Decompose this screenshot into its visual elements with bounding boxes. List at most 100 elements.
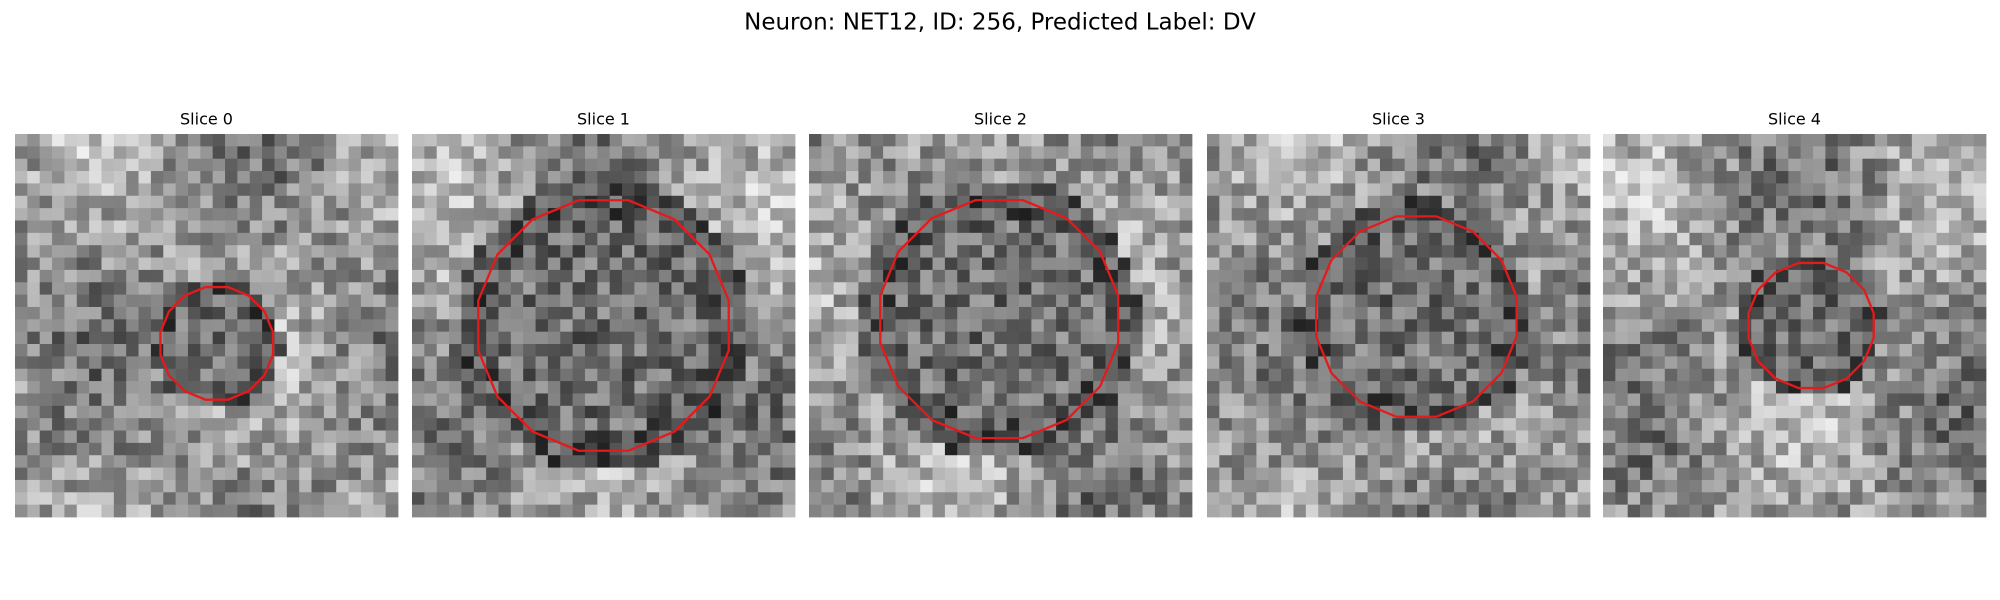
- pixel: [634, 356, 648, 370]
- pixel: [1763, 158, 1777, 172]
- pixel: [833, 331, 847, 345]
- pixel: [1491, 504, 1504, 518]
- pixel: [1961, 393, 1975, 407]
- pixel: [1219, 479, 1233, 493]
- pixel: [1179, 405, 1193, 419]
- pixel: [696, 331, 709, 345]
- pixel: [1281, 430, 1294, 444]
- pixel: [572, 171, 586, 184]
- pixel: [1837, 171, 1851, 184]
- pixel: [237, 344, 251, 357]
- pixel: [846, 455, 859, 468]
- pixel: [1404, 442, 1418, 456]
- pixel: [1207, 331, 1220, 345]
- pixel: [1874, 356, 1888, 370]
- pixel: [225, 232, 238, 246]
- pixel: [274, 430, 288, 444]
- pixel: [1738, 183, 1752, 197]
- pixel: [757, 393, 771, 407]
- pixel: [1093, 331, 1106, 345]
- pixel: [274, 331, 288, 345]
- pixel: [212, 269, 226, 283]
- pixel: [720, 455, 734, 468]
- pixel: [1775, 331, 1789, 345]
- pixel: [1056, 504, 1069, 518]
- pixel: [745, 220, 759, 234]
- pixel: [870, 294, 884, 308]
- pixel: [498, 208, 512, 221]
- pixel: [858, 492, 872, 506]
- pixel: [821, 356, 835, 370]
- pixel: [696, 504, 709, 518]
- pixel: [436, 467, 450, 481]
- pixel: [957, 331, 970, 345]
- pixel: [1355, 245, 1368, 258]
- pixel: [782, 356, 796, 370]
- pixel: [1825, 479, 1839, 493]
- pixel: [1862, 405, 1876, 419]
- pixel: [1105, 245, 1119, 258]
- pixel: [1503, 430, 1517, 444]
- pixel: [1268, 405, 1282, 419]
- pixel: [1342, 183, 1356, 197]
- pixel: [1342, 220, 1356, 234]
- pixel: [27, 319, 41, 333]
- pixel: [1899, 282, 1913, 295]
- pixel: [920, 257, 933, 271]
- pixel: [547, 232, 561, 246]
- pixel: [1961, 331, 1975, 345]
- pixel: [1689, 294, 1703, 308]
- pixel: [1093, 282, 1106, 295]
- pixel: [870, 393, 884, 407]
- panel-title: Slice 1: [577, 110, 630, 129]
- pixel: [27, 282, 41, 295]
- pixel: [1441, 381, 1455, 394]
- pixel: [1268, 344, 1282, 357]
- pixel: [1813, 146, 1826, 160]
- pixel: [547, 171, 561, 184]
- pixel: [1429, 232, 1443, 246]
- pixel: [809, 306, 822, 320]
- pixel: [212, 171, 226, 184]
- pixel: [1714, 344, 1727, 357]
- pixel: [920, 146, 933, 160]
- pixel: [1305, 195, 1319, 209]
- pixel: [498, 393, 512, 407]
- pixel: [1924, 245, 1937, 258]
- pixel: [385, 183, 399, 197]
- pixel: [622, 430, 635, 444]
- pixel: [870, 442, 884, 456]
- pixel: [1825, 344, 1839, 357]
- pixel: [101, 430, 115, 444]
- pixel: [1887, 356, 1900, 370]
- pixel: [584, 208, 598, 221]
- pixel: [1491, 418, 1504, 431]
- pixel: [323, 467, 337, 481]
- pixel: [1565, 245, 1579, 258]
- pixel: [1080, 208, 1094, 221]
- pixel: [646, 257, 660, 271]
- pixel: [373, 134, 387, 147]
- pixel: [1167, 492, 1181, 506]
- pixel: [671, 319, 685, 333]
- pixel: [1850, 294, 1863, 308]
- pixel: [1117, 418, 1131, 431]
- pixel: [782, 381, 796, 394]
- pixel: [1627, 442, 1641, 456]
- pixel: [1466, 430, 1480, 444]
- pixel: [424, 405, 438, 419]
- pixel: [249, 405, 263, 419]
- pixel: [696, 269, 709, 283]
- pixel: [920, 245, 933, 258]
- pixel: [609, 306, 623, 320]
- pixel: [1318, 146, 1331, 160]
- pixel: [720, 319, 734, 333]
- pixel: [424, 306, 438, 320]
- pixel: [1056, 467, 1069, 481]
- pixel: [1973, 430, 1987, 444]
- pixel: [1503, 319, 1517, 333]
- pixel: [1540, 232, 1554, 246]
- pixel: [163, 146, 176, 160]
- pixel: [1268, 430, 1282, 444]
- pixel: [473, 208, 487, 221]
